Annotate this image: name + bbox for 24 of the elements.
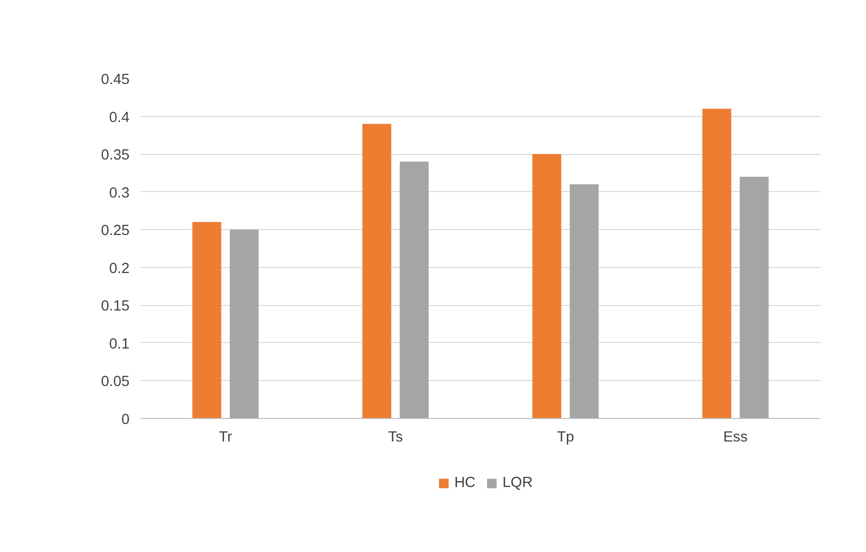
bar [702, 108, 732, 418]
y-tick-label: 0.1 [109, 336, 130, 352]
y-tick-label: 0.25 [100, 223, 130, 240]
y-tick-label: 0.45 [100, 72, 130, 88]
y-tick-label: 0 [121, 412, 130, 428]
x-tick-label: Tp [556, 430, 574, 446]
bar [570, 184, 599, 418]
bar [362, 124, 392, 418]
bar [400, 162, 429, 418]
y-tick-label: 0.35 [100, 148, 130, 164]
y-tick-label: 0.05 [100, 374, 130, 390]
x-tick-label: Ess [723, 430, 748, 446]
bar [740, 176, 769, 418]
legend-label: HC [454, 475, 476, 491]
y-tick-label: 0.3 [109, 185, 130, 202]
bar [230, 230, 259, 418]
x-tick-label: Ts [388, 430, 403, 446]
y-tick-label: 0.15 [100, 298, 130, 315]
y-tick-label: 0.4 [109, 110, 130, 126]
y-tick-label: 0.2 [109, 260, 130, 277]
legend-label: LQR [502, 475, 533, 491]
bar [192, 222, 222, 418]
x-tick-label: Tr [218, 430, 232, 446]
bar [532, 154, 562, 418]
